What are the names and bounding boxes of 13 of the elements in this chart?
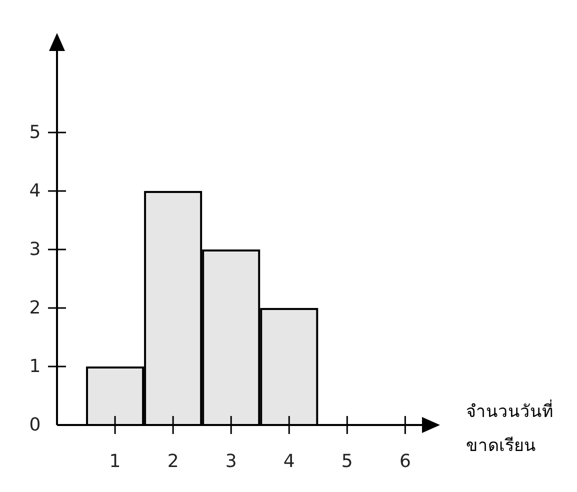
x-tick-label: 2	[167, 451, 179, 472]
y-tick-label: 1	[29, 356, 41, 377]
x-tick-label: 3	[225, 451, 237, 472]
x-tick-label: 5	[341, 451, 353, 472]
y-tick-label: 5	[29, 122, 41, 143]
y-tick-label: 0	[29, 414, 41, 436]
x-axis-title: จำนวนวันที่ขาดเรียน	[466, 398, 554, 458]
x-tick-label: 1	[109, 451, 121, 472]
x-tick-label: 4	[283, 451, 295, 472]
x-tick-label: 6	[399, 451, 411, 472]
y-tick-label: 2	[29, 297, 41, 318]
y-tick-label: 4	[29, 180, 41, 202]
y-tick-label: 3	[29, 238, 41, 260]
